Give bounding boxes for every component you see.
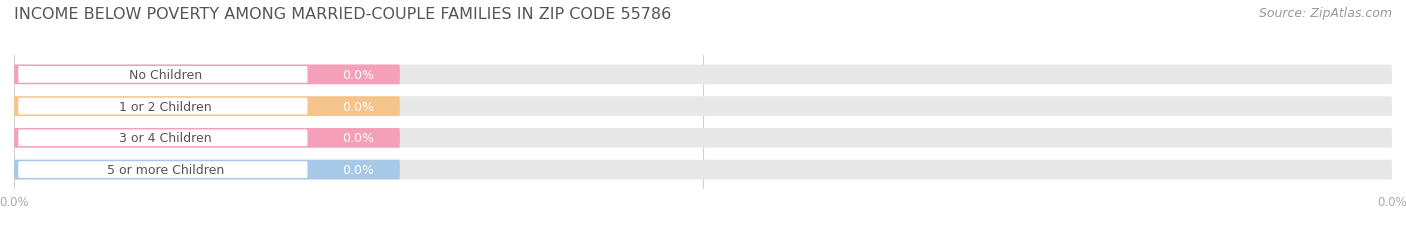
FancyBboxPatch shape (14, 128, 1392, 148)
Text: Source: ZipAtlas.com: Source: ZipAtlas.com (1258, 7, 1392, 20)
FancyBboxPatch shape (18, 161, 308, 178)
FancyBboxPatch shape (14, 128, 399, 148)
Text: 0.0%: 0.0% (343, 132, 374, 145)
FancyBboxPatch shape (14, 160, 1392, 180)
FancyBboxPatch shape (18, 98, 308, 115)
Text: No Children: No Children (129, 69, 202, 82)
FancyBboxPatch shape (14, 65, 399, 85)
Text: 5 or more Children: 5 or more Children (107, 163, 224, 176)
FancyBboxPatch shape (14, 97, 1392, 116)
Text: 0.0%: 0.0% (343, 163, 374, 176)
FancyBboxPatch shape (14, 97, 399, 116)
Text: 3 or 4 Children: 3 or 4 Children (120, 132, 212, 145)
FancyBboxPatch shape (14, 160, 399, 180)
FancyBboxPatch shape (18, 67, 308, 83)
FancyBboxPatch shape (18, 130, 308, 146)
Text: 0.0%: 0.0% (343, 69, 374, 82)
Text: 1 or 2 Children: 1 or 2 Children (120, 100, 212, 113)
FancyBboxPatch shape (14, 65, 1392, 85)
Text: INCOME BELOW POVERTY AMONG MARRIED-COUPLE FAMILIES IN ZIP CODE 55786: INCOME BELOW POVERTY AMONG MARRIED-COUPL… (14, 7, 671, 22)
Text: 0.0%: 0.0% (343, 100, 374, 113)
